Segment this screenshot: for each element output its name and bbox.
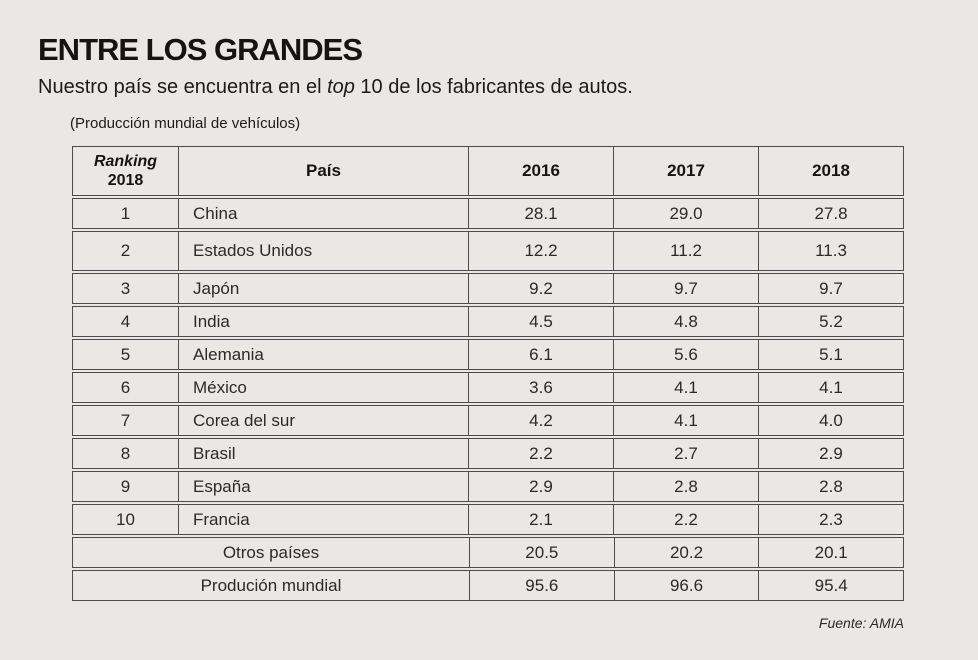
value-2016-cell: 9.2 [469, 274, 614, 303]
value-2018-cell: 5.1 [819, 344, 843, 364]
value-2016-cell: 3.6 [469, 373, 614, 402]
table-row: 5 Alemania 6.1 5.6 5.1 [72, 339, 904, 370]
table-row: 7 Corea del sur 4.2 4.1 4.0 [72, 405, 904, 436]
value-2017-cell: 2.2 [614, 505, 759, 534]
summary-row: Produción mundial 95.6 96.6 95.4 [72, 570, 904, 601]
value-2018-cell: 11.3 [815, 241, 847, 260]
header-ranking-line2: 2018 [107, 172, 144, 189]
infographic: ENTRE LOS GRANDES Nuestro país se encuen… [38, 32, 978, 631]
value-2017-cell: 2.7 [614, 439, 759, 468]
subtitle: Nuestro país se encuentra en el top 10 d… [38, 74, 978, 100]
header-year-2016-cell: 2016 [469, 147, 614, 195]
value-2016-cell: 2.2 [469, 439, 614, 468]
table-header-row: Ranking 2018 País 2016 2017 2018 [72, 146, 904, 196]
header-country-cell: País [179, 147, 469, 195]
value-2016-cell: 4.2 [469, 406, 614, 435]
value-2018-cell: 9.7 [819, 278, 843, 298]
rank-cell: 5 [73, 340, 179, 369]
country-cell: Estados Unidos [179, 232, 469, 270]
value-2017-cell: 5.6 [614, 340, 759, 369]
production-table: Ranking 2018 País 2016 2017 2018 1 China… [72, 146, 904, 601]
table-row: 9 España 2.9 2.8 2.8 [72, 471, 904, 502]
rank-cell: 3 [73, 274, 179, 303]
rank-cell: 2 [73, 232, 179, 270]
table-row: 8 Brasil 2.2 2.7 2.9 [72, 438, 904, 469]
value-2016-cell: 95.6 [470, 571, 615, 600]
rank-cell: 10 [73, 505, 179, 534]
table-row: 10 Francia 2.1 2.2 2.3 [72, 504, 904, 535]
subtitle-italic-word: top [327, 76, 355, 98]
value-2017-cell: 4.1 [614, 406, 759, 435]
subtitle-post: 10 de los fabricantes de autos. [354, 76, 633, 98]
summary-row: Otros países 20.5 20.2 20.1 [72, 537, 904, 568]
value-2016-cell: 2.9 [469, 472, 614, 501]
value-2016-cell: 28.1 [469, 199, 614, 228]
country-cell: India [179, 307, 469, 336]
value-2016-cell: 6.1 [469, 340, 614, 369]
value-2017-cell: 2.8 [614, 472, 759, 501]
summary-label-cell: Otros países [73, 538, 470, 567]
value-2018-cell: 2.8 [819, 476, 843, 496]
source-note: Fuente: AMIA [818, 615, 904, 631]
value-2016-cell: 2.1 [469, 505, 614, 534]
header-ranking-cell: Ranking 2018 [73, 147, 179, 195]
value-2018-cell: 5.2 [819, 311, 843, 331]
unit-note: (Producción mundial de vehículos) [70, 115, 301, 132]
subtitle-pre: Nuestro país se encuentra en el [38, 76, 328, 98]
value-2017-cell: 29.0 [614, 199, 759, 228]
country-cell: China [179, 199, 469, 228]
value-2016-cell: 4.5 [469, 307, 614, 336]
value-2018-cell: 95.4 [814, 575, 848, 595]
value-2017-cell: 11.2 [614, 232, 759, 270]
table-row: 1 China 28.1 29.0 27.8 [72, 198, 904, 229]
value-2017-cell: 96.6 [615, 571, 760, 600]
value-2018-cell: 20.1 [814, 542, 848, 562]
summary-label-cell: Produción mundial [73, 571, 470, 600]
value-2018-cell: 2.3 [819, 509, 843, 529]
table-row: 3 Japón 9.2 9.7 9.7 [72, 273, 904, 304]
country-cell: Brasil [179, 439, 469, 468]
value-2016-cell: 12.2 [469, 232, 614, 270]
table-row: 4 India 4.5 4.8 5.2 [72, 306, 904, 337]
country-cell: España [179, 472, 469, 501]
country-cell: Corea del sur [179, 406, 469, 435]
value-2017-cell: 9.7 [614, 274, 759, 303]
rank-cell: 6 [73, 373, 179, 402]
rank-cell: 7 [73, 406, 179, 435]
table-row: 2 Estados Unidos 12.2 11.2 11.3 [72, 231, 904, 271]
value-2018-cell: 4.1 [819, 377, 843, 397]
rank-cell: 1 [73, 199, 179, 228]
country-cell: México [179, 373, 469, 402]
header-ranking-line1: Ranking [93, 153, 158, 170]
header-year-2017-cell: 2017 [614, 147, 759, 195]
value-2017-cell: 20.2 [615, 538, 760, 567]
value-2018-cell: 4.0 [819, 410, 843, 430]
rank-cell: 8 [73, 439, 179, 468]
value-2018-cell: 27.8 [814, 203, 848, 223]
country-cell: Japón [179, 274, 469, 303]
value-2017-cell: 4.8 [614, 307, 759, 336]
country-cell: Alemania [179, 340, 469, 369]
header-year-2018-cell: 2018 [812, 161, 850, 180]
value-2016-cell: 20.5 [470, 538, 615, 567]
header-ranking-label: Ranking 2018 [94, 152, 157, 190]
table-row: 6 México 3.6 4.1 4.1 [72, 372, 904, 403]
page-title: ENTRE LOS GRANDES [38, 32, 363, 67]
value-2018-cell: 2.9 [819, 443, 843, 463]
country-cell: Francia [179, 505, 469, 534]
value-2017-cell: 4.1 [614, 373, 759, 402]
rank-cell: 9 [73, 472, 179, 501]
rank-cell: 4 [73, 307, 179, 336]
